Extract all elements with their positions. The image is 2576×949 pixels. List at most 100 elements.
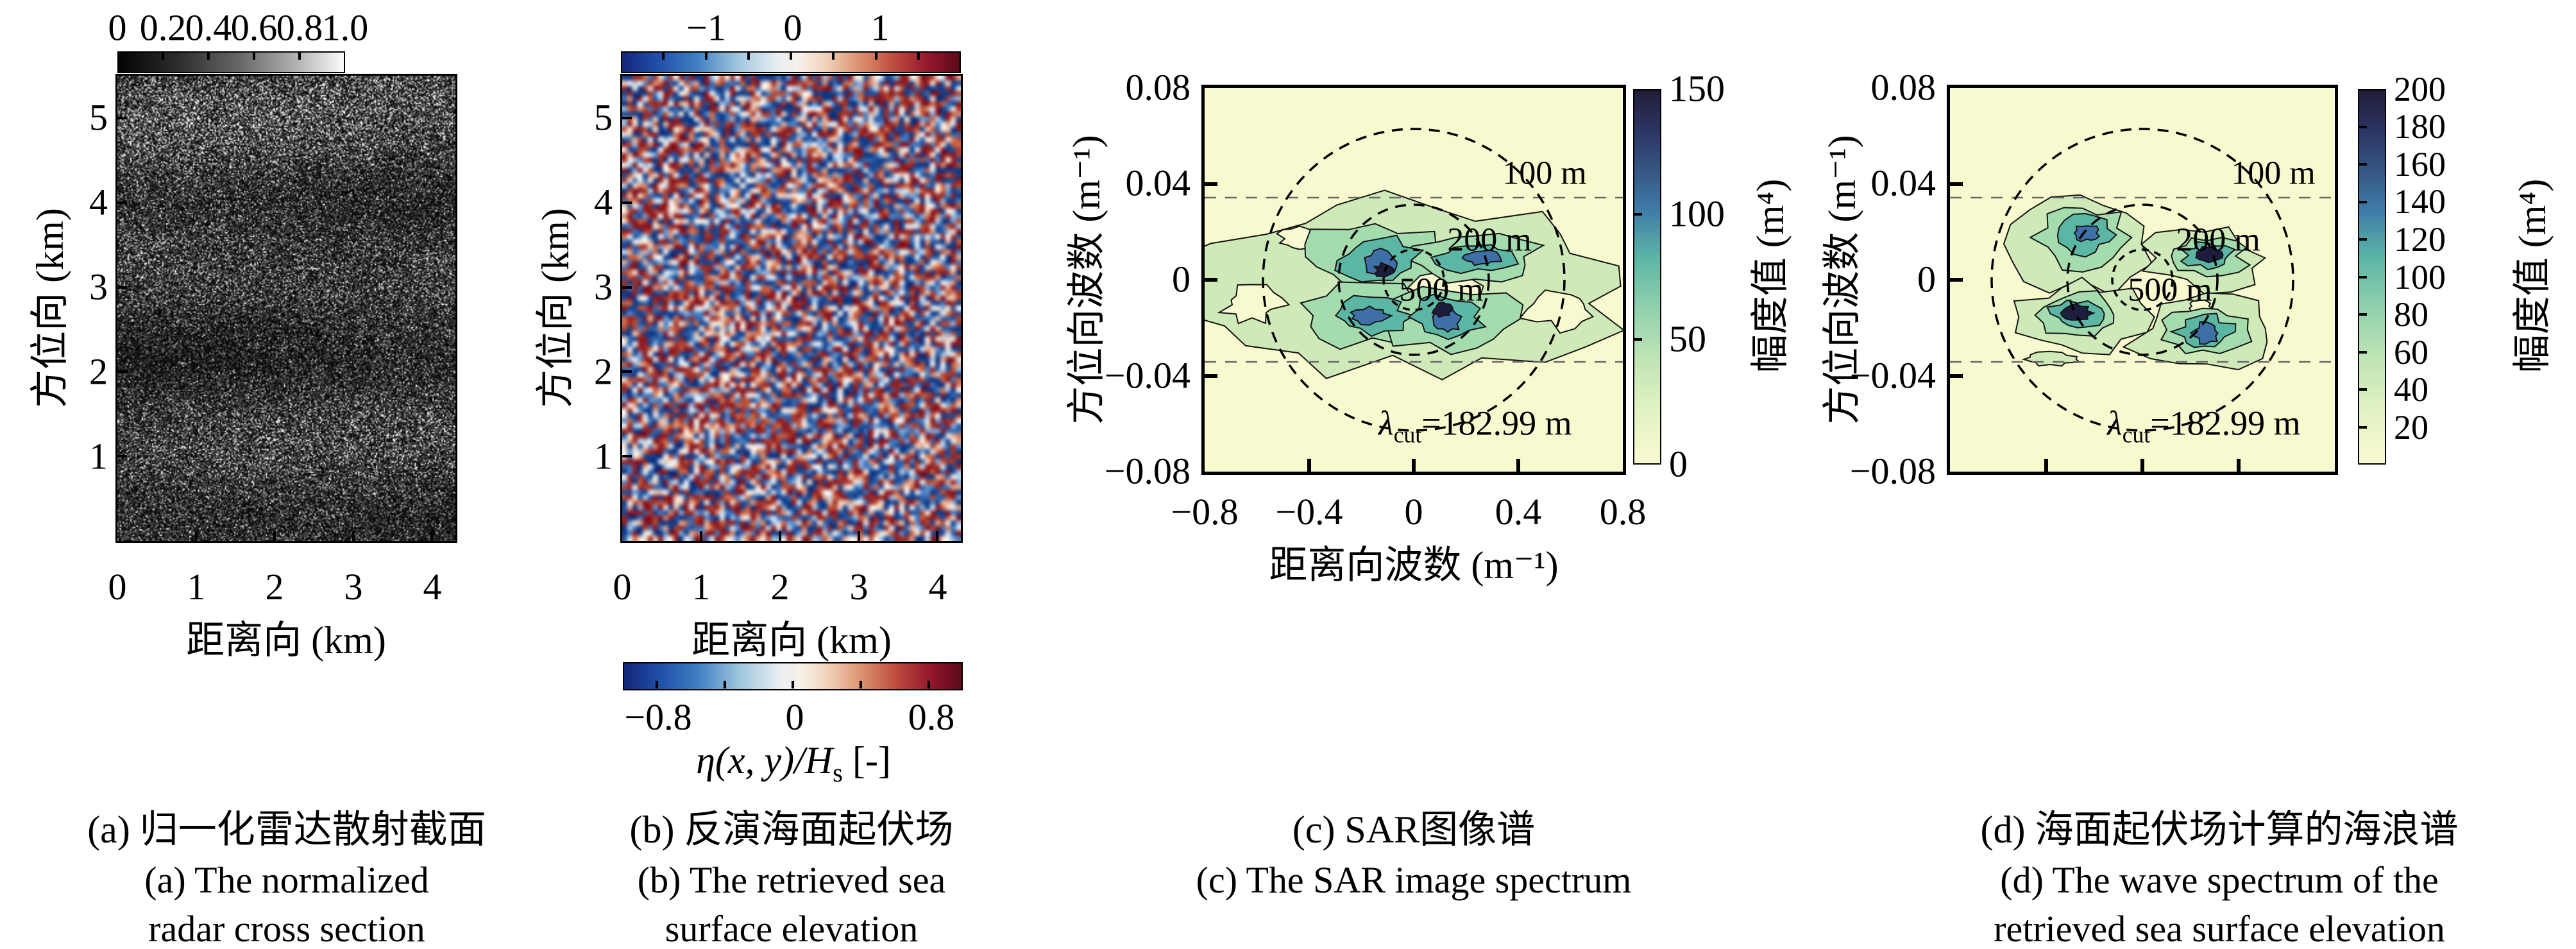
contour-blob [2073, 225, 2101, 243]
axis-tick [1516, 459, 1520, 472]
axis-tick [2044, 459, 2048, 472]
axis-tick [857, 531, 860, 541]
colorbar-tick [917, 53, 920, 60]
x-tick-label-a: 4 [423, 566, 442, 608]
eta-label: η(x, y)/Hs [-] [696, 739, 891, 788]
colorbar-tick [724, 681, 726, 688]
caption-c-zh: (c) SAR图像谱 [1292, 808, 1536, 851]
x-tick-label-b: 3 [849, 566, 869, 608]
wavelength-ring [2111, 248, 2174, 311]
axis-tick [622, 370, 632, 373]
eta-label-main: η(x, y)/H [696, 739, 833, 782]
colorbar-tick [162, 53, 164, 60]
colorbar-tick [860, 681, 862, 688]
axis-tick [700, 531, 703, 541]
colorbar-tick [2359, 425, 2367, 429]
y-tick-label-d: −0.04 [1849, 354, 1936, 397]
panel-c-ylabel: 方位向波数 (m⁻¹) [1065, 135, 1108, 425]
panel-a-xlabel: 距离向 (km) [186, 619, 386, 662]
y-tick-label-c: −0.04 [1104, 354, 1191, 397]
y-tick-label-c: 0 [1172, 258, 1191, 300]
colorbar-tick [928, 681, 930, 688]
axis-tick [1950, 182, 1963, 186]
lambda-cut-label-d: λcut=182.99 m [2107, 404, 2300, 448]
y-tick-label-b: 5 [594, 96, 613, 139]
x-tick-label-b: 0 [613, 566, 632, 608]
caption-b-zh: (b) 反演海面起伏场 [629, 808, 954, 851]
ring-label-100m-d: 100 m [2231, 155, 2316, 192]
axis-tick [194, 531, 198, 541]
colorbar-tick [1634, 213, 1642, 216]
colorbar-tick [1634, 338, 1642, 341]
x-tick-label-a: 1 [187, 566, 206, 608]
caption-a-en2: radar cross section [148, 908, 425, 949]
lambda-symbol-c: λ [1378, 404, 1394, 443]
contour-blob [1461, 249, 1503, 266]
colorbar-d-tick-label: 40 [2394, 370, 2428, 409]
y-tick-label-c: −0.08 [1104, 450, 1191, 492]
ring-label-500m-d: 500 m [2128, 271, 2212, 309]
colorbar-b-bottom-tick-label: 0.8 [908, 696, 955, 738]
colorbar-d-tick-label: 80 [2394, 295, 2428, 334]
axis-tick [1412, 459, 1416, 472]
y-tick-label-a: 3 [89, 266, 108, 308]
wavelength-ring [1337, 203, 1490, 356]
y-tick-label-c: 0.04 [1125, 162, 1191, 204]
colorbar-tick [747, 53, 750, 60]
axis-tick [622, 201, 632, 204]
x-tick-label-c: 0.8 [1599, 491, 1647, 533]
wavelength-ring [1382, 248, 1445, 311]
sar-image-canvas [117, 76, 455, 541]
colorbar-tick [874, 53, 877, 60]
axis-tick [622, 455, 632, 458]
axis-tick [352, 531, 355, 541]
caption-d-en1: (d) The wave spectrum of the [2000, 859, 2439, 901]
contour-blob [2189, 321, 2219, 345]
colorbar-a-tick-label: 0.6 [230, 6, 278, 49]
colorbar-tick [2359, 163, 2367, 166]
y-tick-label-d: 0.08 [1870, 66, 1936, 108]
axis-tick [117, 286, 127, 289]
colorbar-b-top-tick-label: 0 [783, 6, 802, 49]
x-tick-label-a: 3 [344, 566, 363, 608]
y-tick-label-b: 4 [594, 181, 613, 223]
contour-blob [1431, 301, 1454, 318]
colorbar-a-tick-label: 1.0 [321, 6, 369, 49]
caption-d-en2: retrieved sea surface elevation [1994, 908, 2445, 949]
x-tick-label-c: 0 [1404, 491, 1423, 533]
colorbar-c-tick-label: 0 [1669, 443, 1688, 485]
panel-a-ylabel: 方位向 (km) [29, 208, 71, 408]
caption-a-en1: (a) The normalized [144, 859, 429, 901]
colorbar-tick [2359, 313, 2367, 316]
axis-tick [1307, 459, 1311, 472]
contour-blob [2060, 303, 2096, 321]
colorbar-c-tick-label: 100 [1669, 192, 1725, 235]
axis-tick [936, 531, 939, 541]
ring-label-100m-c: 100 m [1502, 155, 1587, 192]
x-tick-label-b: 2 [770, 566, 790, 608]
axis-tick [2237, 459, 2241, 472]
y-tick-label-c: 0.08 [1125, 66, 1191, 108]
contour-blob [1349, 305, 1394, 326]
wavelength-ring [1990, 128, 2294, 432]
eta-label-sub: s [833, 758, 843, 787]
lambda-sub-c: cut [1393, 422, 1422, 448]
ring-label-500m-c: 500 m [1399, 271, 1484, 309]
colorbar-tick [790, 53, 792, 60]
axis-tick [778, 531, 781, 541]
y-tick-label-b: 3 [594, 266, 613, 308]
colorbar-d-tick-label: 180 [2394, 107, 2446, 146]
axis-tick [273, 531, 276, 541]
colorbar-c-tick-label: 150 [1669, 67, 1725, 110]
colorbar-tick [2359, 350, 2367, 354]
lambda-sub-d: cut [2122, 422, 2151, 448]
x-tick-label-a: 2 [265, 566, 284, 608]
colorbar-tick [656, 681, 658, 688]
x-tick-label-b: 1 [691, 566, 711, 608]
wavelength-ring [1262, 128, 1566, 432]
colorbar-b-bottom-tick-label: 0 [785, 696, 804, 738]
colorbar-a-tick-label: 0.8 [276, 6, 323, 49]
colorbar-tick [832, 53, 835, 60]
colorbar-c-tick-label: 50 [1669, 318, 1706, 360]
